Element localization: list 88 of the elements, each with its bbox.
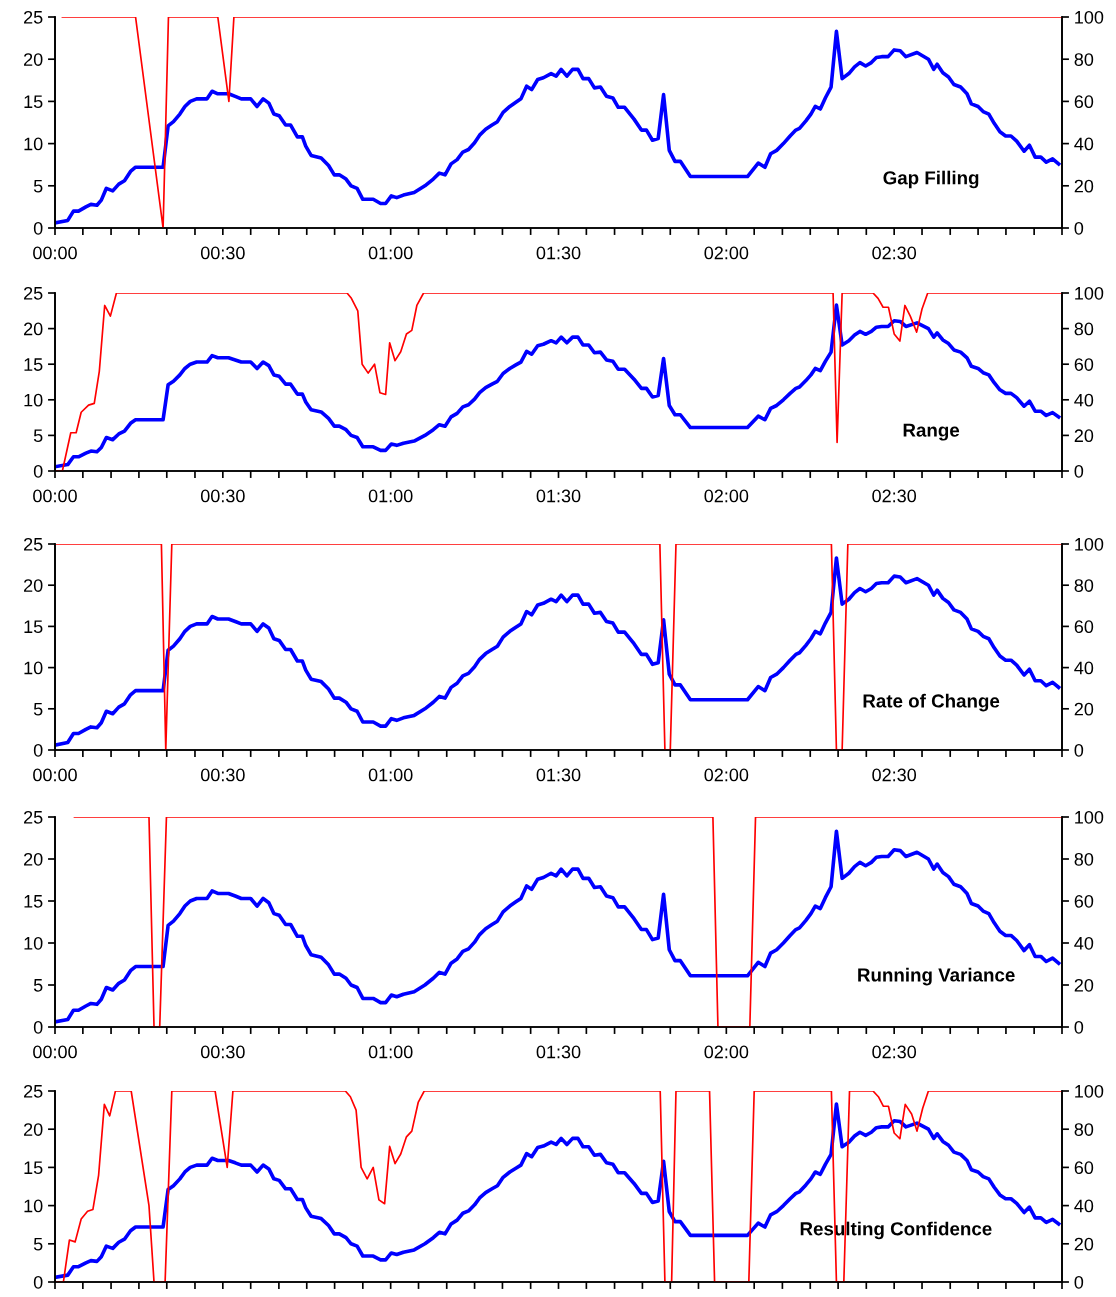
x-tick-label: 01:00	[368, 489, 413, 503]
x-tick-label: 01:00	[368, 768, 413, 782]
y-tick-label: 20	[24, 1123, 43, 1136]
y2-tick-label: 40	[1074, 137, 1094, 151]
x-tick-label: 00:30	[200, 768, 245, 782]
y2-tick-label: 40	[1074, 661, 1094, 675]
y-tick-label: 25	[24, 810, 43, 824]
x-tick-label: 01:00	[368, 246, 413, 260]
y-tick-label: 10	[24, 137, 43, 151]
y2-tick-label: 40	[1074, 393, 1094, 407]
y2-tick-label: 80	[1074, 322, 1094, 336]
y2-tick-label: 80	[1074, 579, 1094, 592]
y2-tick-label: 0	[1074, 1275, 1084, 1289]
y2-tick-label: 20	[1074, 179, 1094, 193]
y-tick-label: 5	[33, 702, 43, 716]
x-tick-label: 00:00	[33, 489, 77, 503]
x-tick-label: 01:30	[536, 1045, 581, 1059]
x-tick-label: 00:30	[200, 489, 245, 503]
y2-tick-label: 60	[1074, 1161, 1094, 1175]
y2-tick-label: 100	[1075, 1084, 1104, 1098]
y2-tick-label: 0	[1074, 221, 1084, 235]
y-tick-label: 20	[24, 53, 43, 66]
annotation: Range	[903, 423, 960, 441]
y-tick-label: 5	[33, 1237, 43, 1251]
y2-tick-label: 60	[1074, 620, 1094, 634]
y-tick-label: 5	[33, 179, 43, 193]
x-tick-label: 02:00	[704, 489, 749, 503]
y2-tick-label: 0	[1074, 1020, 1084, 1034]
y2-tick-label: 20	[1074, 702, 1094, 716]
x-tick-label: 01:30	[536, 768, 581, 782]
y-tick-label: 5	[33, 429, 43, 443]
y2-tick-label: 100	[1075, 286, 1104, 300]
y2-tick-label: 20	[1074, 978, 1094, 992]
y2-tick-label: 80	[1074, 53, 1094, 66]
x-tick-label: 02:00	[704, 246, 749, 260]
y-tick-label: 15	[24, 358, 43, 371]
y2-tick-label: 100	[1075, 537, 1104, 551]
x-tick-label: 00:00	[33, 768, 77, 782]
x-tick-label: 02:30	[872, 246, 917, 260]
y2-tick-label: 40	[1074, 936, 1094, 950]
y-tick-label: 0	[33, 1020, 43, 1034]
x-tick-label: 02:00	[704, 1045, 749, 1059]
y-tick-label: 10	[24, 393, 43, 407]
y-tick-label: 15	[24, 1161, 43, 1175]
annotation: Running Variance	[858, 967, 1015, 986]
y2-tick-label: 0	[1074, 743, 1084, 757]
y2-tick-label: 100	[1075, 810, 1104, 824]
y2-tick-label: 40	[1074, 1199, 1094, 1213]
y-tick-label: 15	[24, 95, 43, 109]
y-tick-label: 25	[24, 286, 43, 300]
y-tick-label: 0	[33, 743, 43, 757]
annotation: Gap Filling	[883, 170, 979, 189]
x-tick-label: 00:30	[200, 1045, 245, 1059]
x-tick-label: 02:30	[872, 768, 917, 782]
y-tick-label: 20	[24, 852, 43, 866]
y-tick-label: 10	[24, 661, 43, 675]
y2-tick-label: 20	[1074, 1237, 1094, 1251]
y-tick-label: 25	[24, 10, 43, 24]
y2-tick-label: 0	[1074, 464, 1084, 478]
y-tick-label: 5	[33, 979, 43, 992]
y-tick-label: 15	[24, 620, 43, 634]
y-tick-label: 20	[24, 579, 43, 592]
x-tick-label: 02:30	[872, 1045, 917, 1059]
y-tick-label: 25	[24, 1084, 43, 1098]
y2-tick-label: 80	[1074, 1123, 1094, 1136]
y2-tick-label: 80	[1074, 852, 1094, 866]
y-tick-label: 20	[24, 322, 43, 336]
y2-tick-label: 20	[1074, 429, 1094, 443]
x-tick-label: 00:00	[33, 246, 77, 260]
x-tick-label: 02:00	[704, 768, 749, 782]
x-tick-label: 02:30	[872, 489, 917, 503]
y2-tick-label: 60	[1074, 358, 1094, 371]
y-tick-label: 0	[33, 1275, 43, 1289]
x-tick-label: 01:00	[368, 1045, 413, 1059]
y-tick-label: 10	[24, 1199, 43, 1213]
x-tick-label: 01:30	[536, 246, 581, 260]
y-tick-label: 0	[33, 221, 43, 235]
x-tick-label: 00:30	[200, 246, 245, 260]
y-tick-label: 15	[24, 895, 43, 908]
x-tick-label: 01:30	[536, 489, 581, 503]
y-tick-label: 10	[24, 936, 43, 950]
y2-tick-label: 100	[1075, 10, 1104, 24]
annotation: Rate of Change	[863, 693, 1000, 712]
y-tick-label: 0	[33, 464, 43, 478]
x-tick-label: 00:00	[33, 1045, 77, 1059]
y2-tick-label: 60	[1074, 894, 1094, 908]
y-tick-label: 25	[24, 537, 43, 551]
y2-tick-label: 60	[1074, 95, 1094, 109]
